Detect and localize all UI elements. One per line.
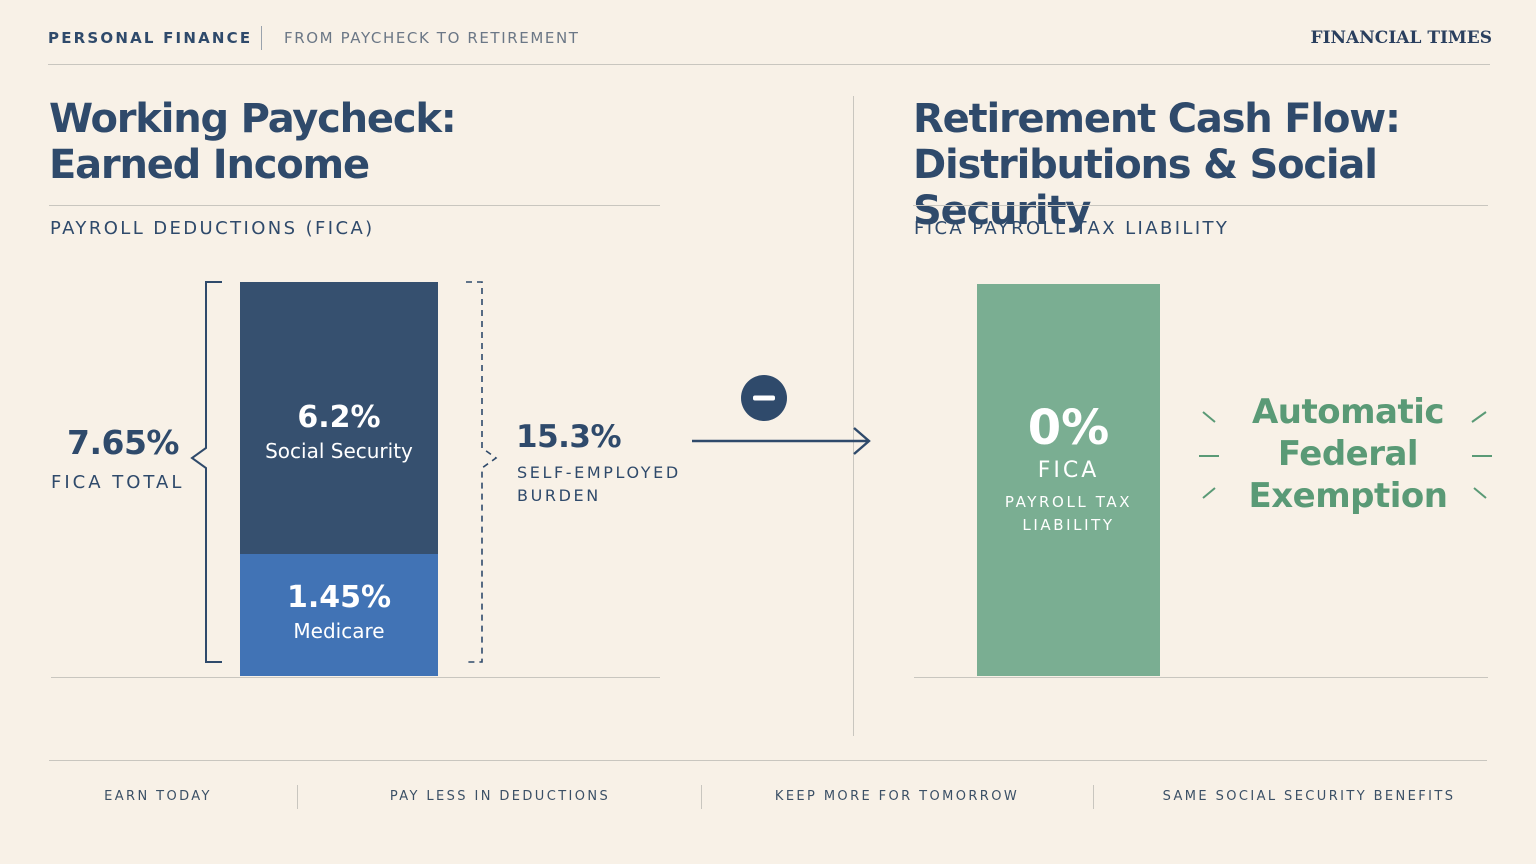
callout-burst-left: [1199, 411, 1219, 499]
self-employed-bracket: [466, 281, 498, 663]
self-employed-label: SELF-EMPLOYED BURDEN: [517, 463, 681, 505]
footer-divider-3: [1093, 785, 1094, 809]
exemption-callout: Automatic Federal Exemption: [1248, 392, 1448, 516]
right-title: Retirement Cash Flow: Distributions & Soc…: [913, 96, 1401, 234]
footer-rule: [49, 760, 1487, 761]
social-security-label: Social Security: [265, 439, 413, 463]
header-rule: [48, 64, 1490, 65]
section-kicker: PERSONAL FINANCE: [48, 29, 253, 47]
callout-burst-right: [1471, 411, 1492, 499]
right-section-label: FICA PAYROLL TAX LIABILITY: [914, 218, 1230, 239]
fica-total-label: FICA TOTAL: [51, 472, 185, 493]
self-employed-value: 15.3%: [516, 419, 622, 455]
footer-divider-2: [701, 785, 702, 809]
medicare-segment: 1.45% Medicare: [240, 554, 438, 676]
footer-same-benefits: SAME SOCIAL SECURITY BENEFITS: [1162, 789, 1456, 804]
social-security-segment: 6.2% Social Security: [240, 282, 438, 554]
retirement-fica-value: 0%: [1027, 400, 1110, 456]
retirement-fica-bar: 0% FICA PAYROLL TAX LIABILITY: [977, 284, 1160, 676]
right-baseline: [914, 677, 1488, 678]
footer-earn-today: EARN TODAY: [104, 789, 212, 804]
retirement-fica-sublabel: PAYROLL TAX LIABILITY: [1004, 493, 1133, 534]
fica-stacked-bar: 6.2% Social Security 1.45% Medicare: [240, 282, 438, 676]
footer-divider-1: [297, 785, 298, 809]
footer-pay-less: PAY LESS IN DEDUCTIONS: [389, 789, 611, 804]
left-baseline: [51, 677, 660, 678]
retirement-fica-label: FICA: [1037, 458, 1100, 483]
kicker-divider: [261, 26, 262, 50]
center-divider: [853, 96, 854, 736]
left-section-label: PAYROLL DEDUCTIONS (FICA): [50, 218, 375, 239]
social-security-value: 6.2%: [297, 400, 381, 435]
medicare-value: 1.45%: [286, 580, 392, 615]
right-title-rule: [913, 205, 1488, 206]
brand-logo[interactable]: FINANCIAL TIMES: [1310, 28, 1493, 48]
fica-total-bracket: [190, 281, 222, 663]
section-subkicker: FROM PAYCHECK TO RETIREMENT: [284, 29, 580, 47]
transition-arrow: [692, 427, 871, 455]
left-title-rule: [49, 205, 660, 206]
fica-total-value: 7.65%: [67, 423, 180, 462]
left-title: Working Paycheck: Earned Income: [49, 96, 457, 188]
medicare-label: Medicare: [293, 619, 385, 643]
minus-circle-icon: [741, 375, 787, 421]
footer-keep-more: KEEP MORE FOR TOMORROW: [774, 789, 1020, 804]
